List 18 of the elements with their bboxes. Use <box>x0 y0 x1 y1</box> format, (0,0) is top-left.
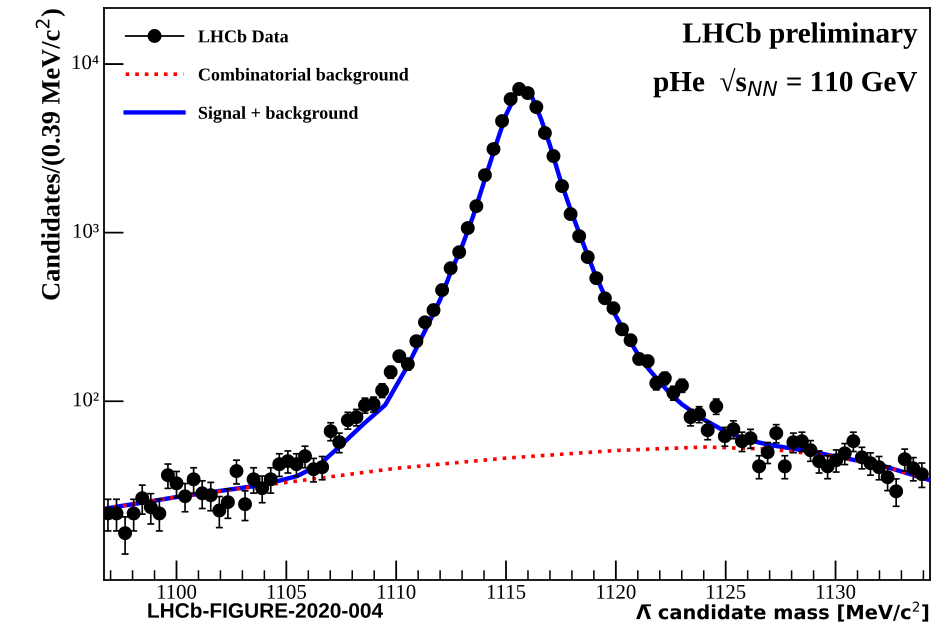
x-tick-label: 1125 <box>707 584 746 599</box>
legend-label: Combinatorial background <box>198 68 409 84</box>
x-axis-title: Λ̅ candidate mass [MeV/c$^{2}$] <box>636 602 928 622</box>
annotation: LHCb preliminary <box>682 22 918 49</box>
y-axis-title: Candidates/(0.39 MeV/c$^{2}$) <box>36 9 66 300</box>
x-tick-label: 1105 <box>268 584 306 599</box>
annotation: pHe √s$_{NN}$ = 110 GeV <box>653 68 918 98</box>
x-tick-label: 1110 <box>378 584 416 599</box>
y-tick-label: 10⁴ <box>72 55 99 70</box>
legend-label: LHCb Data <box>198 30 288 42</box>
y-tick-label: 10³ <box>74 224 99 238</box>
x-tick-label: 1115 <box>488 584 526 599</box>
legend-label: Signal + background <box>198 106 358 123</box>
x-tick-label: 1100 <box>158 584 196 599</box>
y-tick-label: 10² <box>74 392 99 406</box>
x-tick-label: 1120 <box>597 584 636 599</box>
x-tick-label: 1130 <box>816 584 856 599</box>
text: LHCb-FIGURE-2020-004 <box>148 602 383 618</box>
